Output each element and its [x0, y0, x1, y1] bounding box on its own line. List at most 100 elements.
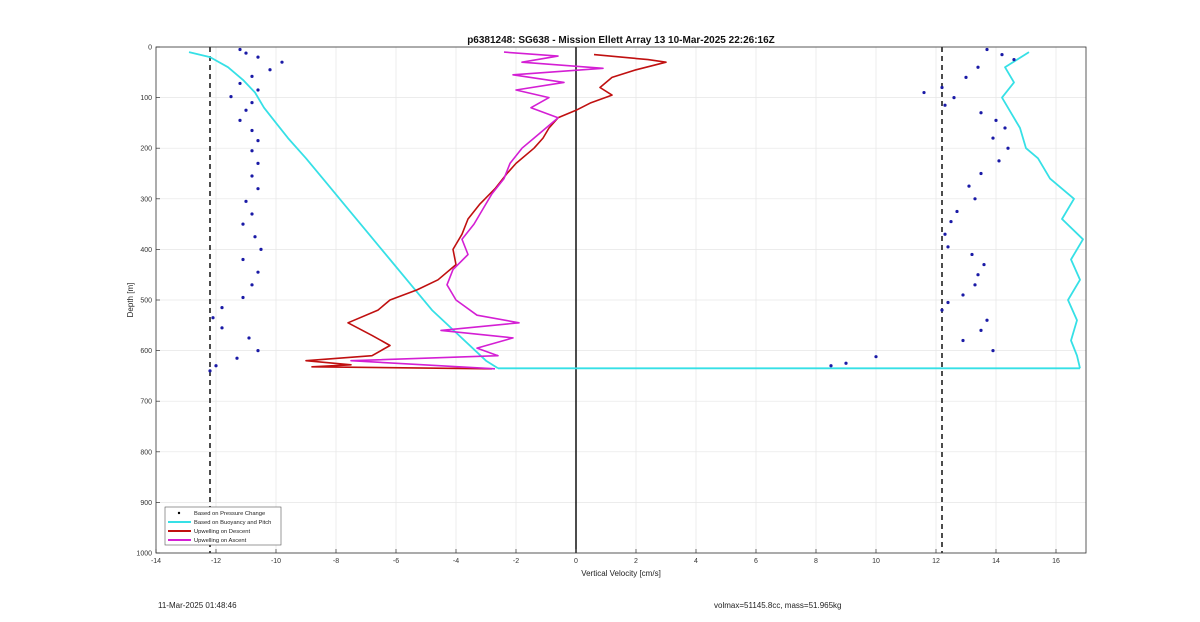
pressure-dot: [211, 316, 215, 320]
pressure-dot: [1003, 126, 1007, 130]
pressure-dot: [256, 139, 260, 143]
pressure-dot: [946, 300, 950, 305]
series-line: [350, 51, 604, 370]
pressure-dot: [220, 326, 224, 330]
y-tick-label: 900: [140, 500, 152, 507]
x-tick-label: 0: [574, 558, 578, 565]
pressure-dot: [994, 118, 998, 122]
x-tick-label: 10: [872, 558, 880, 565]
y-tick-label: 100: [140, 95, 152, 102]
pressure-dot: [979, 171, 983, 176]
x-tick-label: 4: [694, 558, 698, 565]
series-line-ascent: [1001, 51, 1084, 369]
x-tick-label: -6: [393, 558, 399, 565]
pressure-dot: [973, 197, 977, 201]
pressure-dot: [991, 349, 995, 353]
series-layer: [188, 47, 1084, 373]
pressure-dot: [250, 174, 254, 178]
pressure-dot: [922, 90, 926, 95]
pressure-dot: [943, 103, 947, 107]
legend-entry-label: Based on Buoyancy and Pitch: [194, 520, 271, 526]
grid-lines: [155, 46, 1086, 554]
y-axis-label: Depth [m]: [126, 283, 135, 318]
pressure-dot: [256, 349, 260, 353]
pressure-dot: [874, 355, 878, 359]
pressure-dot: [241, 222, 245, 226]
pressure-dot: [238, 47, 242, 52]
pressure-dot: [256, 270, 260, 274]
pressure-dot: [1006, 146, 1010, 150]
pressure-dot: [946, 245, 950, 249]
series-line: [305, 53, 667, 370]
pressure-dot: [250, 74, 254, 78]
y-tick-label: 400: [140, 247, 152, 254]
x-tick-label: 2: [634, 558, 638, 565]
y-tick-label: 500: [140, 298, 152, 305]
x-tick-label: -14: [151, 558, 161, 565]
pressure-dot: [256, 55, 260, 59]
legend-entry-label: Based on Pressure Change: [194, 511, 265, 517]
pressure-dot: [250, 283, 254, 287]
pressure-dot: [964, 75, 968, 79]
pressure-dot: [229, 94, 233, 99]
pressure-dot: [250, 101, 254, 105]
x-tick-label: -8: [333, 558, 339, 565]
pressure-dot: [976, 65, 980, 69]
pressure-dot: [256, 187, 260, 191]
series-line-descent: [188, 51, 499, 370]
pressure-dot: [961, 293, 965, 297]
pressure-dot: [976, 273, 980, 277]
y-tick-label: 800: [140, 449, 152, 456]
pressure-dot: [214, 364, 218, 368]
pressure-dot: [253, 235, 257, 239]
pressure-dot: [991, 136, 995, 140]
pressure-dot: [982, 262, 986, 267]
pressure-dot: [961, 338, 965, 343]
x-tick-label: -10: [271, 558, 281, 565]
legend-swatch-dot: [177, 511, 181, 515]
pressure-dot: [940, 308, 944, 312]
pressure-dot: [238, 118, 242, 122]
pressure-dot: [256, 161, 260, 165]
pressure-dot: [955, 209, 959, 214]
pressure-dot: [244, 108, 248, 112]
x-tick-label: 6: [754, 558, 758, 565]
pressure-dot: [250, 128, 254, 133]
pressure-dot: [238, 81, 242, 86]
y-tick-label: 0: [148, 45, 152, 52]
legend-entry-label: Upwelling on Descent: [194, 529, 250, 535]
pressure-dot: [244, 199, 248, 203]
pressure-dot: [247, 336, 251, 340]
x-tick-label: 12: [932, 558, 940, 565]
pressure-dot: [1012, 58, 1016, 62]
pressure-dot: [829, 364, 833, 368]
y-tick-label: 600: [140, 348, 152, 355]
x-tick-label: 14: [992, 558, 1000, 565]
y-tick-label: 300: [140, 196, 152, 203]
pressure-dot: [940, 85, 944, 90]
pressure-dot: [268, 68, 272, 72]
x-tick-label: -4: [453, 558, 459, 565]
pressure-dot: [1000, 52, 1004, 57]
pressure-dot: [949, 219, 953, 224]
footer-timestamp: 11-Mar-2025 01:48:46: [158, 601, 237, 610]
pressure-dot: [235, 356, 239, 360]
y-tick-label: 200: [140, 146, 152, 153]
pressure-dot: [979, 328, 983, 332]
x-axis-label: Vertical Velocity [cm/s]: [581, 569, 661, 578]
pressure-dot: [241, 257, 245, 262]
x-tick-label: -2: [513, 558, 519, 565]
pressure-dot: [241, 295, 245, 300]
footer-volmax-mass: volmax=51145.8cc, mass=51.965kg: [714, 601, 842, 610]
x-tick-label: -12: [211, 558, 221, 565]
chart-title: p6381248: SG638 - Mission Ellett Array 1…: [467, 35, 775, 46]
legend-entry-label: Upwelling on Ascent: [194, 538, 247, 544]
pressure-dot: [259, 247, 263, 251]
pressure-dot: [208, 369, 212, 373]
pressure-dot: [280, 60, 284, 64]
legend: Based on Pressure Change Based on Buoyanc…: [164, 506, 282, 546]
legend-box: [164, 506, 282, 546]
pressure-dot: [250, 149, 254, 153]
pressure-dot: [220, 305, 224, 310]
